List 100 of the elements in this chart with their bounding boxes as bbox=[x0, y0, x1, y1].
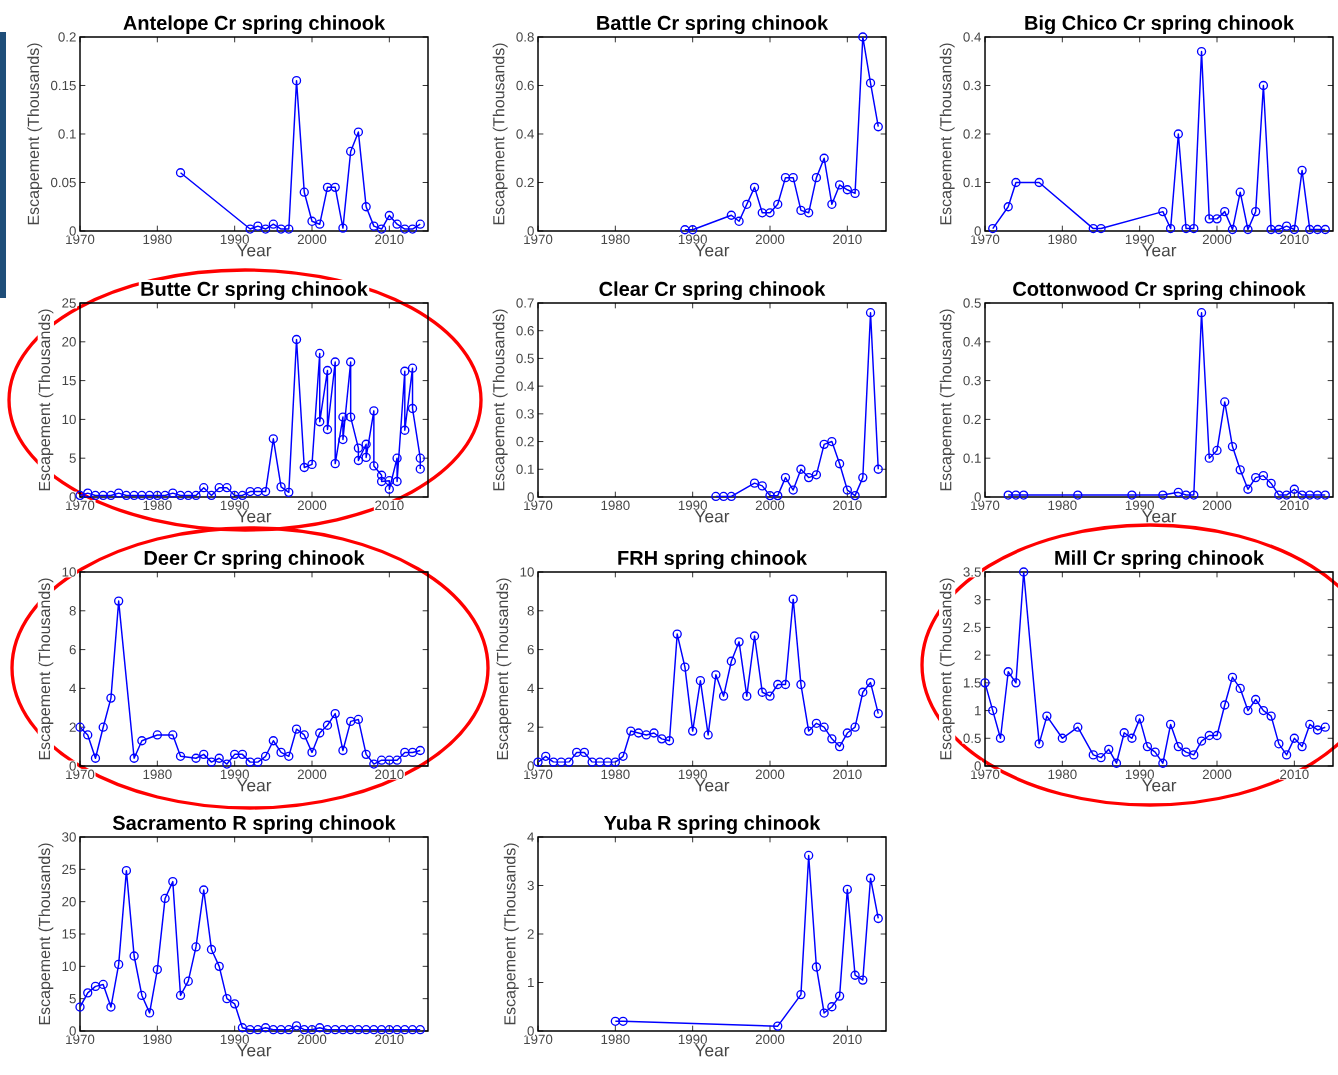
x-tick-label: 1990 bbox=[220, 500, 249, 511]
y-tick-label: 3 bbox=[974, 595, 981, 605]
point bbox=[865, 873, 876, 883]
point bbox=[121, 490, 132, 501]
point bbox=[245, 486, 255, 497]
point bbox=[804, 472, 814, 483]
point bbox=[850, 722, 860, 732]
point bbox=[1019, 490, 1029, 500]
chart-title: Sacramento R spring chinook bbox=[112, 815, 396, 835]
x-tick-label: 1980 bbox=[143, 769, 172, 780]
y-tick-label: 0.1 bbox=[963, 177, 981, 188]
point bbox=[1212, 730, 1222, 741]
y-tick-label: 0 bbox=[527, 226, 534, 236]
point bbox=[299, 187, 309, 197]
point bbox=[842, 185, 853, 195]
point bbox=[1212, 445, 1222, 456]
x-axis-title: Year bbox=[236, 510, 272, 523]
point bbox=[392, 1025, 402, 1035]
point bbox=[749, 182, 760, 193]
point bbox=[346, 716, 356, 727]
point bbox=[237, 1023, 248, 1033]
point bbox=[415, 1025, 425, 1035]
point bbox=[253, 757, 263, 767]
point bbox=[299, 1025, 309, 1035]
point bbox=[664, 736, 675, 746]
point bbox=[361, 202, 371, 212]
point bbox=[245, 757, 255, 767]
point bbox=[415, 453, 425, 463]
x-tick-label: 1980 bbox=[601, 1034, 630, 1045]
point bbox=[230, 749, 240, 760]
point bbox=[780, 679, 791, 690]
point bbox=[322, 182, 333, 193]
point bbox=[618, 1016, 628, 1026]
y-tick-label: 0.4 bbox=[516, 129, 535, 139]
point bbox=[338, 223, 348, 233]
point bbox=[322, 1025, 333, 1035]
y-tick-label: 0 bbox=[527, 492, 534, 502]
y-tick-label: 0 bbox=[69, 761, 76, 771]
x-tick-label: 2000 bbox=[297, 769, 327, 780]
y-tick-label: 0.3 bbox=[963, 80, 981, 91]
x-axis-title: Year bbox=[1141, 510, 1177, 523]
point bbox=[206, 490, 217, 501]
y-tick-label: 10 bbox=[62, 414, 76, 425]
x-tick-label: 2010 bbox=[833, 234, 862, 245]
y-tick-label: 0 bbox=[69, 492, 76, 502]
point bbox=[850, 490, 860, 501]
point bbox=[1220, 397, 1230, 407]
point bbox=[773, 490, 783, 501]
point bbox=[1011, 177, 1021, 188]
point bbox=[1320, 722, 1330, 732]
point bbox=[788, 594, 798, 604]
chart-title: Antelope Cr spring chinook bbox=[123, 15, 386, 35]
point bbox=[400, 425, 410, 435]
x-axis-title: Year bbox=[694, 1044, 730, 1057]
point bbox=[742, 691, 752, 701]
point bbox=[633, 728, 644, 738]
point bbox=[1289, 484, 1300, 494]
point bbox=[649, 728, 659, 738]
point bbox=[842, 884, 853, 895]
point bbox=[114, 488, 124, 498]
point bbox=[1196, 308, 1207, 318]
y-tick-label: 3.5 bbox=[963, 567, 981, 577]
point bbox=[384, 1025, 395, 1035]
point bbox=[1243, 705, 1253, 716]
y-axis-title: Escapement (Thousands) bbox=[492, 309, 508, 491]
point bbox=[307, 216, 317, 226]
point bbox=[376, 755, 387, 765]
chart-title: Mill Cr spring chinook bbox=[1055, 550, 1265, 570]
point bbox=[610, 1016, 621, 1026]
x-tick-label: 1990 bbox=[678, 234, 707, 245]
point bbox=[392, 755, 402, 765]
point bbox=[1011, 490, 1021, 500]
point bbox=[827, 1002, 837, 1012]
point bbox=[129, 951, 139, 961]
point bbox=[276, 1025, 286, 1035]
point bbox=[1297, 490, 1307, 500]
point bbox=[742, 199, 752, 209]
point bbox=[749, 631, 760, 641]
point bbox=[415, 464, 425, 474]
point bbox=[376, 1025, 387, 1035]
point bbox=[1088, 750, 1098, 760]
point bbox=[765, 691, 775, 701]
point bbox=[1227, 672, 1238, 682]
y-tick-label: 0.5 bbox=[963, 298, 981, 308]
point bbox=[144, 490, 155, 501]
point bbox=[90, 981, 101, 992]
chart-title: Deer Cr spring chinook bbox=[144, 550, 365, 570]
point bbox=[1320, 490, 1330, 500]
y-tick-label: 0.1 bbox=[516, 464, 534, 474]
point bbox=[346, 146, 356, 157]
point bbox=[237, 490, 248, 501]
point bbox=[75, 1002, 85, 1012]
point bbox=[988, 223, 998, 234]
point bbox=[1073, 490, 1083, 500]
x-tick-label: 1990 bbox=[1125, 769, 1154, 780]
point bbox=[338, 1025, 348, 1035]
point bbox=[1165, 719, 1176, 730]
chart-title: Butte Cr spring chinook bbox=[141, 281, 368, 301]
point bbox=[858, 975, 868, 985]
y-tick-label: 1.5 bbox=[963, 678, 981, 688]
